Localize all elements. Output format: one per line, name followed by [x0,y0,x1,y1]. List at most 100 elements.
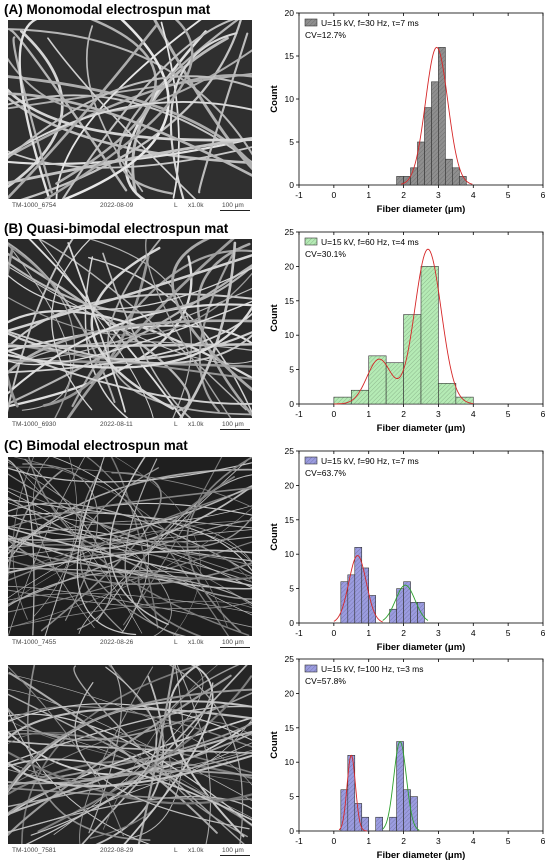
y-tick-label: 10 [285,549,295,559]
fiber-strand [37,239,247,411]
fiber-strand [198,32,249,194]
y-tick-label: 10 [285,330,295,340]
sem-magnification: x1.0k [188,202,204,209]
fiber-strand [88,665,122,834]
panel-title-c: (C) Bimodal electrospun mat [4,438,188,453]
cv-annotation: CV=57.8% [305,676,346,686]
y-tick-label: 15 [285,723,295,733]
scale-bar [220,428,250,430]
fiber-strand [19,469,143,634]
fiber-strand [8,92,252,177]
sem-mode: L [174,847,178,854]
scale-bar [220,854,250,856]
x-tick-label: 2 [401,409,406,419]
sem-mode: L [174,639,178,646]
fiber-texture [8,20,252,199]
x-tick-label: 0 [331,190,336,200]
fiber-strand [8,88,252,142]
fiber-strand [8,253,252,333]
x-tick-label: 6 [541,836,546,846]
fiber-strand [8,330,252,365]
y-tick-label: 5 [289,792,294,802]
sem-image-id: TM-1000_6754 [12,202,57,209]
y-tick-label: 5 [289,365,294,375]
histogram-bar [403,789,411,832]
y-axis-label: Count [269,730,280,758]
histogram-bar [452,167,460,186]
fiber-strand [8,529,252,599]
fiber-strand [81,665,248,844]
fiber-strand [8,671,218,834]
sem-scale-label: 100 μm [222,639,244,646]
fiber-strand [8,708,151,844]
fiber-strand [168,665,244,844]
histogram-bar [354,803,363,832]
fiber-strand [38,239,154,418]
x-tick-label: -1 [295,190,303,200]
histogram-bar [410,796,418,832]
fiber-strand [62,20,170,199]
fiber-strand [76,466,137,636]
cv-annotation: CV=63.7% [305,468,346,478]
histogram-chart: -1 0 1 2 3 4 5 6 0 5 10 15 20 25 Fiber diameter (μm) Co… [262,224,550,434]
fiber-strand [8,713,252,827]
x-tick-label: 4 [471,190,476,200]
x-axis-label: Fiber diameter (μm) [377,642,466,653]
fiber-strand [8,502,252,564]
legend-swatch [304,237,318,246]
x-tick-label: -1 [295,836,303,846]
histogram-bar [445,158,453,186]
y-tick-label: 25 [285,227,295,237]
y-tick-label: 0 [289,399,294,409]
fiber-strand [8,585,252,628]
x-tick-label: 2 [401,190,406,200]
histogram-chart: -1 0 1 2 3 4 5 6 0 5 10 15 20 25 Fiber diameter (μm) Co… [262,651,550,861]
fiber-strand [52,457,149,634]
x-tick-label: 2 [401,628,406,638]
x-tick-label: 5 [506,836,511,846]
fiber-strand [8,75,252,160]
fiber-strand [176,665,212,844]
histogram-bar [396,741,404,832]
x-tick-label: -1 [295,628,303,638]
fiber-strand [124,30,207,199]
fiber-strand [186,457,252,633]
fiber-strand [8,539,252,584]
fiber-strand [8,319,252,375]
fiber-strand [8,272,252,336]
plot-frame [298,658,544,832]
fiber-strand [8,261,252,314]
sem-image-id: TM-1000_7581 [12,847,57,854]
fiber-strand [102,252,192,418]
sem-magnification: x1.0k [188,847,204,854]
x-tick-label: 1 [366,836,371,846]
sem-image: TM-1000_7581 2022-08-29 L x1.0k 100 μm [8,665,252,857]
y-tick-label: 15 [285,51,295,61]
fiber-strand [8,529,252,559]
x-tick-label: 6 [541,190,546,200]
fiber-strand [8,742,252,833]
y-tick-label: 15 [285,296,295,306]
x-tick-label: 1 [366,190,371,200]
fiber-strand [8,312,252,374]
y-tick-label: 15 [285,515,295,525]
sem-image-id: TM-1000_7455 [12,639,57,646]
sem-date: 2022-08-09 [100,202,134,209]
fiber-strand [8,267,252,310]
fiber-strand [153,20,252,171]
sem-image: TM-1000_6930 2022-08-11 L x1.0k 100 μm [8,239,252,431]
fiber-strand [8,719,252,784]
x-tick-label: 5 [506,409,511,419]
fit-curve [400,46,473,185]
fiber-texture [8,239,252,418]
scale-bar [220,646,250,648]
fiber-strand [8,703,252,741]
x-tick-label: 0 [331,628,336,638]
x-axis-label: Fiber diameter (μm) [377,850,466,861]
fiber-strand [8,731,252,827]
x-tick-label: -1 [295,409,303,419]
panel-title-b: (B) Quasi-bimodal electrospun mat [4,221,229,236]
histogram-bar [438,47,446,186]
x-tick-label: 5 [506,190,511,200]
